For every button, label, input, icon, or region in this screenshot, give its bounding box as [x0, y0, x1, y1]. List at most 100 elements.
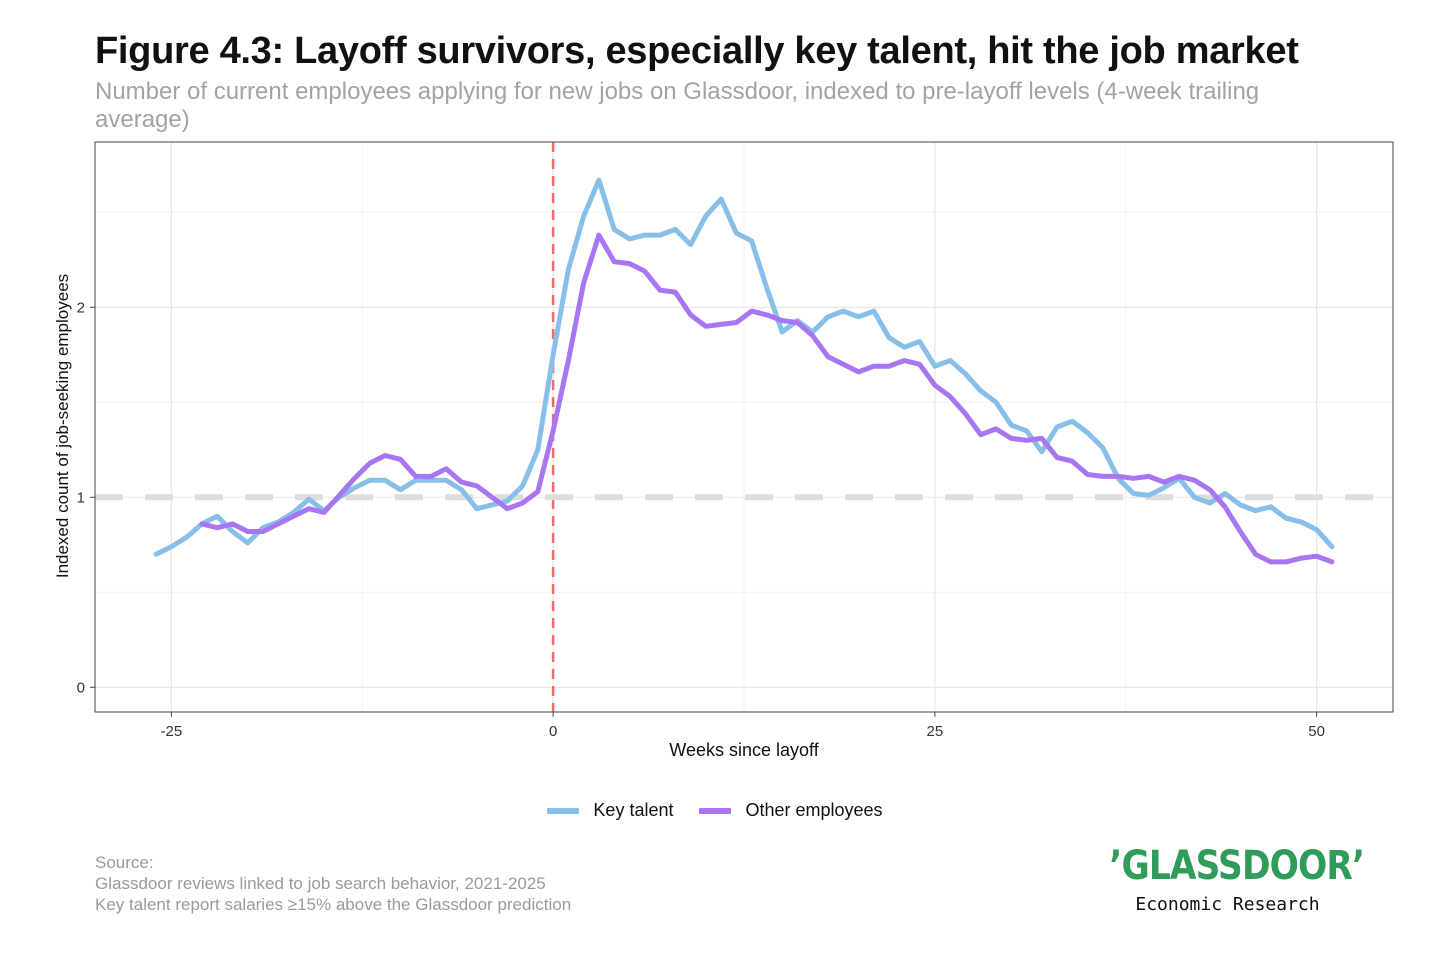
- data-point-key-talent: [581, 214, 586, 219]
- data-point-key-talent: [551, 352, 556, 357]
- source-label: Source:: [95, 853, 154, 872]
- data-point-other-employees: [444, 466, 449, 471]
- data-point-other-employees: [322, 510, 327, 515]
- data-point-other-employees: [1268, 559, 1273, 564]
- data-point-other-employees: [673, 290, 678, 295]
- data-point-key-talent: [352, 485, 357, 490]
- data-point-other-employees: [658, 288, 663, 293]
- data-point-key-talent: [673, 227, 678, 232]
- data-point-key-talent: [490, 502, 495, 507]
- data-point-key-talent: [566, 267, 571, 272]
- data-point-key-talent: [1329, 544, 1334, 549]
- line-chart: -25 0 25 50 0 1 2: [77, 141, 1394, 740]
- data-point-other-employees: [1039, 436, 1044, 441]
- glassdoor-logo: ʼGLASSDOORʼ Economic Research: [1090, 842, 1365, 915]
- data-point-key-talent: [505, 499, 510, 504]
- data-point-other-employees: [734, 320, 739, 325]
- data-point-other-employees: [917, 362, 922, 367]
- data-point-other-employees: [1299, 556, 1304, 561]
- data-point-other-employees: [1131, 476, 1136, 481]
- data-point-other-employees: [291, 514, 296, 519]
- data-point-other-employees: [1009, 436, 1014, 441]
- data-point-other-employees: [963, 411, 968, 416]
- data-point-key-talent: [1192, 495, 1197, 500]
- data-point-other-employees: [520, 501, 525, 506]
- legend-item-key-talent: Key talent: [547, 800, 673, 821]
- data-point-key-talent: [612, 227, 617, 232]
- glassdoor-wordmark: ʼGLASSDOORʼ: [1109, 843, 1365, 889]
- data-point-other-employees: [1329, 559, 1334, 564]
- data-point-key-talent: [642, 233, 647, 238]
- logo-tagline: Economic Research: [1135, 894, 1320, 915]
- chart-title: Figure 4.3: Layoff survivors, especially…: [95, 30, 1299, 72]
- data-point-key-talent: [887, 335, 892, 340]
- data-point-key-talent: [932, 364, 937, 369]
- data-point-other-employees: [413, 474, 418, 479]
- data-point-other-employees: [566, 358, 571, 363]
- source-line-1: Glassdoor reviews linked to job search b…: [95, 874, 546, 893]
- data-point-key-talent: [1070, 419, 1075, 424]
- legend: Key talent Other employees: [0, 800, 1430, 821]
- data-point-key-talent: [215, 514, 220, 519]
- series-line-other-employees: [199, 232, 1335, 565]
- source-note: Source: Glassdoor reviews linked to job …: [95, 852, 571, 915]
- data-point-key-talent: [383, 478, 388, 483]
- data-point-key-talent: [1039, 449, 1044, 454]
- data-point-other-employees: [276, 521, 281, 526]
- data-point-key-talent: [1131, 491, 1136, 496]
- data-point-key-talent: [1268, 504, 1273, 509]
- data-point-other-employees: [1314, 554, 1319, 559]
- data-point-key-talent: [734, 231, 739, 236]
- data-point-key-talent: [627, 236, 632, 241]
- data-point-key-talent: [520, 483, 525, 488]
- x-tick-label: 50: [1308, 723, 1325, 740]
- data-point-other-employees: [871, 364, 876, 369]
- data-point-other-employees: [1070, 459, 1075, 464]
- data-point-key-talent: [306, 497, 311, 502]
- data-point-key-talent: [1238, 502, 1243, 507]
- grid: [95, 142, 1393, 712]
- data-point-key-talent: [1161, 485, 1166, 490]
- x-tick-label: 25: [927, 723, 944, 740]
- data-point-other-employees: [978, 432, 983, 437]
- data-point-key-talent: [780, 330, 785, 335]
- series-lines: [153, 177, 1335, 565]
- data-point-other-employees: [1207, 487, 1212, 492]
- data-point-key-talent: [535, 447, 540, 452]
- data-point-key-talent: [948, 358, 953, 363]
- data-point-other-employees: [856, 369, 861, 374]
- data-point-key-talent: [474, 506, 479, 511]
- data-point-other-employees: [199, 521, 204, 526]
- data-point-other-employees: [994, 426, 999, 431]
- y-tick-label: 0: [77, 679, 85, 696]
- data-point-key-talent: [1207, 501, 1212, 506]
- data-point-key-talent: [398, 487, 403, 492]
- data-point-key-talent: [871, 309, 876, 314]
- data-point-other-employees: [398, 457, 403, 462]
- data-point-other-employees: [1284, 559, 1289, 564]
- data-point-other-employees: [1253, 552, 1258, 557]
- chart-subtitle: Number of current employees applying for…: [95, 78, 1260, 133]
- data-point-key-talent: [230, 529, 235, 534]
- data-point-other-employees: [749, 309, 754, 314]
- legend-swatch-key-talent: [547, 807, 580, 814]
- data-point-key-talent: [1314, 527, 1319, 532]
- data-point-other-employees: [764, 312, 769, 317]
- data-point-other-employees: [429, 474, 434, 479]
- data-point-other-employees: [459, 480, 464, 485]
- data-point-other-employees: [703, 324, 708, 329]
- data-point-key-talent: [764, 286, 769, 291]
- data-point-other-employees: [1238, 529, 1243, 534]
- data-point-other-employees: [352, 476, 357, 481]
- data-point-key-talent: [1024, 428, 1029, 433]
- data-point-other-employees: [1146, 474, 1151, 479]
- legend-label-other-employees: Other employees: [745, 800, 883, 820]
- data-point-other-employees: [581, 280, 586, 285]
- data-point-key-talent: [856, 314, 861, 319]
- legend-item-other-employees: Other employees: [699, 800, 883, 821]
- data-point-other-employees: [627, 261, 632, 266]
- data-point-key-talent: [444, 478, 449, 483]
- data-point-other-employees: [719, 322, 724, 327]
- legend-swatch-other-employees: [699, 807, 732, 814]
- data-point-other-employees: [826, 354, 831, 359]
